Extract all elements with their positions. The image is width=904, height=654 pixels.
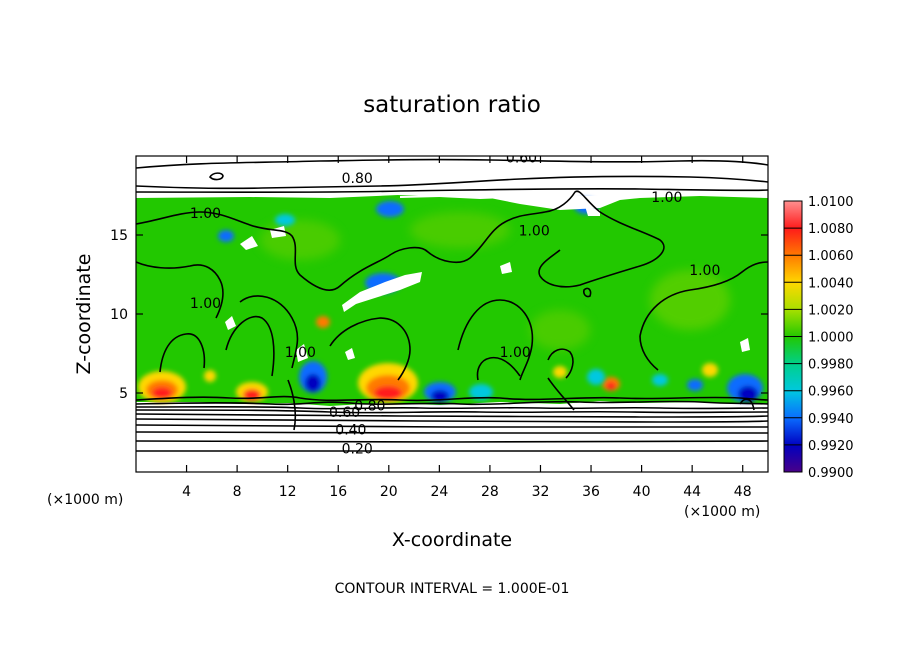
colorbar-label: 0.9980 — [808, 358, 854, 373]
contour-label: 0.60 — [329, 405, 360, 421]
x-tick-label: 16 — [329, 484, 347, 500]
colorbar-swatch — [784, 336, 802, 365]
y-tick-label: 10 — [110, 307, 128, 323]
chart-title: saturation ratio — [363, 92, 541, 118]
dry-holes — [225, 196, 750, 362]
contour-lines — [136, 158, 768, 453]
x-tick-label: 40 — [633, 484, 651, 500]
x-tick-label: 20 — [380, 484, 398, 500]
x-tick-label: 28 — [481, 484, 499, 500]
x-tick-label: 8 — [233, 484, 242, 500]
contour-label: 0.60 — [506, 151, 537, 167]
y-axis-ticks: 5 10 15 — [110, 228, 768, 402]
colorbar-swatch — [784, 282, 802, 310]
x-unit-label: (×1000 m) — [684, 504, 760, 520]
contour-label: 1.00 — [689, 263, 720, 279]
contour-label: 0.20 — [342, 441, 373, 457]
supersaturation-blobs — [138, 316, 718, 403]
contour-label: 1.00 — [190, 206, 221, 222]
colorbar-label: 1.0040 — [808, 276, 854, 291]
colorbar-swatch — [784, 255, 802, 283]
colorbar-label: 1.0060 — [808, 249, 854, 264]
x-tick-label: 24 — [430, 484, 448, 500]
y-unit-label: (×1000 m) — [47, 492, 123, 508]
colorbar-swatch — [784, 363, 802, 392]
colorbar-swatch — [784, 201, 802, 229]
plot-area: 0.600.801.001.001.001.001.001.00 1.000.60… — [136, 151, 768, 472]
contour-label: 1.00 — [651, 190, 682, 206]
colorbar-label: 1.0020 — [808, 303, 854, 318]
contour-label: 0.80 — [342, 171, 373, 187]
contour-interval-note: CONTOUR INTERVAL = 1.000E-01 — [335, 581, 570, 597]
colorbar-swatch — [784, 309, 802, 337]
colorbar: 1.0100 1.0080 1.0060 1.0040 1.0020 1.0000 0.99… — [783, 195, 854, 481]
colorbar-label: 1.0100 — [808, 195, 854, 210]
contour-labels: 0.600.801.001.001.001.001.001.00 1.000.60… — [190, 151, 720, 457]
x-tick-label: 48 — [734, 484, 752, 500]
colorbar-swatch — [784, 444, 802, 473]
y-tick-label: 5 — [119, 386, 128, 402]
colorbar-label: 0.9900 — [808, 466, 854, 481]
x-tick-label: 32 — [532, 484, 550, 500]
x-tick-label: 12 — [279, 484, 297, 500]
colorbar-label: 0.9960 — [808, 385, 854, 400]
x-tick-label: 44 — [683, 484, 701, 500]
x-axis-ticks: 4 8 12 16 20 24 28 32 36 40 44 48 — [182, 156, 752, 500]
contour-label: 0.80 — [354, 399, 385, 415]
colorbar-label: 0.9920 — [808, 439, 854, 454]
subsaturation-pockets — [218, 198, 763, 402]
colorbar-swatch — [784, 390, 802, 419]
contour-label: 1.00 — [285, 345, 316, 361]
contour-label: 0.40 — [335, 422, 366, 438]
colorbar-label: 1.0000 — [808, 331, 854, 346]
colorbar-swatch — [784, 417, 802, 446]
contour-label: 1.00 — [500, 345, 531, 361]
colorbar-label: 1.0080 — [808, 222, 854, 237]
x-tick-label: 36 — [582, 484, 600, 500]
contour-label: 1.00 — [519, 223, 550, 239]
y-axis-label: Z-coordinate — [73, 254, 95, 375]
colorbar-label: 0.9940 — [808, 412, 854, 427]
x-axis-label: X-coordinate — [392, 529, 512, 551]
y-tick-label: 15 — [110, 228, 128, 244]
colorbar-swatch — [784, 228, 802, 256]
contour-label: 1.00 — [190, 296, 221, 312]
x-tick-label: 4 — [182, 484, 191, 500]
